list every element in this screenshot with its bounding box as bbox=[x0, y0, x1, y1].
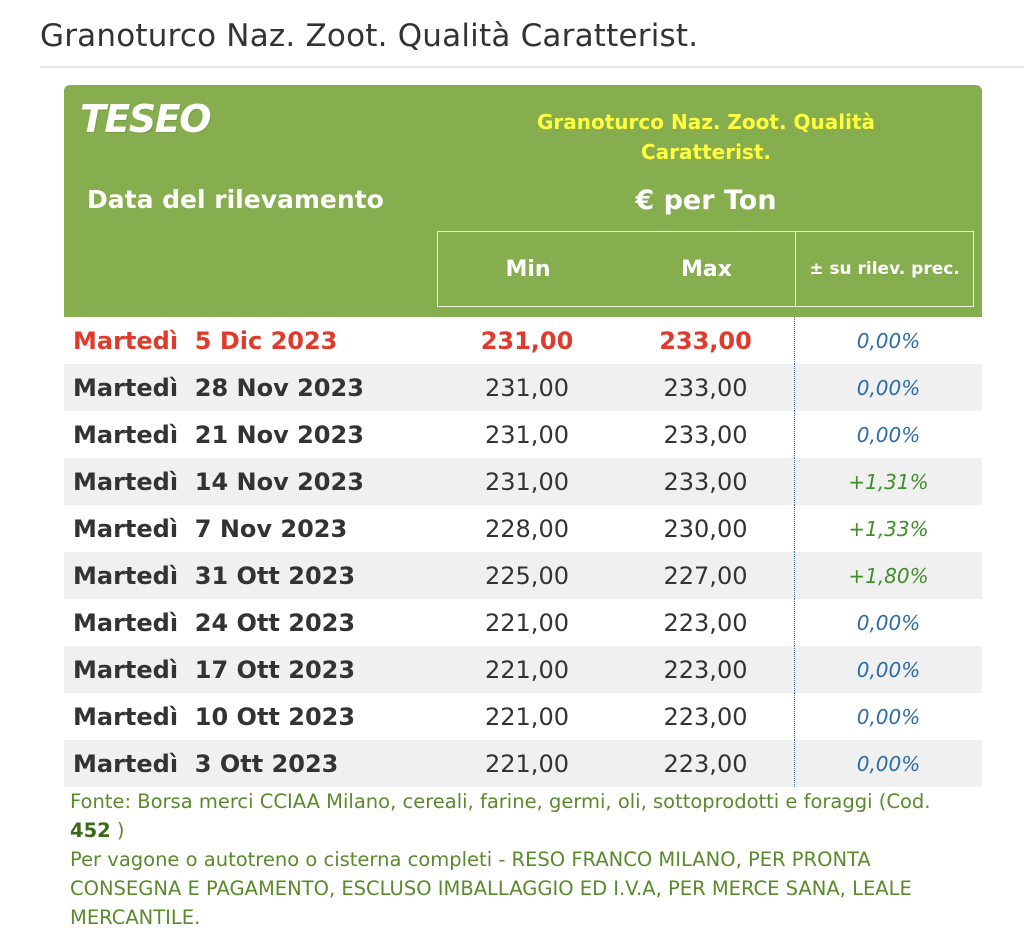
product-title: Granoturco Naz. Zoot. Qualità Caratteris… bbox=[536, 110, 876, 164]
table-row: Martedì 14 Nov 2023 231,00 233,00 +1,31% bbox=[64, 458, 982, 505]
min-price-cell: 231,00 bbox=[485, 467, 569, 496]
variation-cell: +1,33% bbox=[794, 505, 982, 552]
date-column-header: Data del rilevamento bbox=[87, 185, 384, 214]
variation-cell: 0,00% bbox=[794, 317, 982, 364]
max-price-cell: 223,00 bbox=[663, 702, 748, 731]
page-title: Granoturco Naz. Zoot. Qualità Caratteris… bbox=[40, 18, 699, 54]
date-cell: Martedì 17 Ott 2023 bbox=[73, 655, 356, 684]
max-price-cell: 227,00 bbox=[663, 561, 748, 590]
table-body: Martedì 5 Dic 2023 231,00 233,00 0,00% Marte… bbox=[64, 317, 982, 787]
max-price-cell: 233,00 bbox=[663, 467, 748, 496]
table-row: Martedì 3 Ott 2023 221,00 223,00 0,00% bbox=[64, 740, 982, 787]
min-price-cell: 225,00 bbox=[485, 561, 569, 590]
table-row: Martedì 10 Ott 2023 221,00 223,00 0,00% bbox=[64, 693, 982, 740]
variation-column-header: ± su rilev. prec. bbox=[809, 258, 960, 279]
max-price-cell: 233,00 bbox=[663, 373, 748, 402]
date-cell: Martedì 7 Nov 2023 bbox=[73, 514, 348, 543]
min-price-cell: 228,00 bbox=[485, 514, 569, 543]
table-row: Martedì 24 Ott 2023 221,00 223,00 0,00% bbox=[64, 599, 982, 646]
table-row: Martedì 28 Nov 2023 231,00 233,00 0,00% bbox=[64, 364, 982, 411]
variation-cell: 0,00% bbox=[794, 364, 982, 411]
date-cell: Martedì 5 Dic 2023 bbox=[73, 326, 338, 355]
source-prefix: Fonte: Borsa merci CCIAA Milano, cereali… bbox=[70, 790, 931, 813]
variation-cell: +1,80% bbox=[794, 552, 982, 599]
title-divider bbox=[40, 66, 1024, 68]
variation-cell: 0,00% bbox=[794, 411, 982, 458]
date-cell: Martedì 10 Ott 2023 bbox=[73, 702, 356, 731]
min-price-cell: 231,00 bbox=[485, 420, 569, 449]
table-footer: Fonte: Borsa merci CCIAA Milano, cereali… bbox=[70, 787, 970, 932]
variation-cell: 0,00% bbox=[794, 599, 982, 646]
variation-cell: 0,00% bbox=[794, 693, 982, 740]
max-price-cell: 233,00 bbox=[663, 420, 748, 449]
price-subheaders: Min Max ± su rilev. prec. bbox=[437, 231, 974, 307]
table-row: Martedì 17 Ott 2023 221,00 223,00 0,00% bbox=[64, 646, 982, 693]
price-table: TESEO Data del rilevamento Granoturco Na… bbox=[64, 85, 982, 787]
min-price-cell: 221,00 bbox=[485, 608, 569, 637]
variation-cell: 0,00% bbox=[794, 646, 982, 693]
unit-label: € per Ton bbox=[635, 185, 777, 216]
max-price-cell: 223,00 bbox=[663, 655, 748, 684]
conditions-note: Per vagone o autotreno o cisterna comple… bbox=[70, 848, 912, 929]
date-cell: Martedì 24 Ott 2023 bbox=[73, 608, 356, 637]
table-row: Martedì 31 Ott 2023 225,00 227,00 +1,80% bbox=[64, 552, 982, 599]
max-price-cell: 223,00 bbox=[663, 608, 748, 637]
min-price-cell: 231,00 bbox=[480, 326, 574, 355]
source-code: 452 bbox=[70, 819, 111, 842]
date-cell: Martedì 28 Nov 2023 bbox=[73, 373, 364, 402]
min-price-cell: 221,00 bbox=[485, 655, 569, 684]
max-price-cell: 230,00 bbox=[663, 514, 748, 543]
table-row: Martedì 5 Dic 2023 231,00 233,00 0,00% bbox=[64, 317, 982, 364]
date-cell: Martedì 31 Ott 2023 bbox=[73, 561, 356, 590]
date-cell: Martedì 14 Nov 2023 bbox=[73, 467, 364, 496]
variation-cell: 0,00% bbox=[794, 740, 982, 787]
max-price-cell: 233,00 bbox=[659, 326, 752, 355]
table-row: Martedì 7 Nov 2023 228,00 230,00 +1,33% bbox=[64, 505, 982, 552]
min-price-cell: 221,00 bbox=[485, 749, 569, 778]
min-price-cell: 221,00 bbox=[485, 702, 569, 731]
date-cell: Martedì 3 Ott 2023 bbox=[73, 749, 339, 778]
source-note: Fonte: Borsa merci CCIAA Milano, cereali… bbox=[70, 787, 970, 845]
date-cell: Martedì 21 Nov 2023 bbox=[73, 420, 364, 449]
table-header: TESEO Data del rilevamento Granoturco Na… bbox=[64, 85, 982, 317]
min-price-cell: 231,00 bbox=[485, 373, 569, 402]
teseo-logo[interactable]: TESEO bbox=[80, 97, 212, 141]
min-column-header: Min bbox=[505, 256, 551, 282]
max-column-header: Max bbox=[618, 232, 796, 306]
variation-cell: +1,31% bbox=[794, 458, 982, 505]
table-row: Martedì 21 Nov 2023 231,00 233,00 0,00% bbox=[64, 411, 982, 458]
source-suffix: ) bbox=[110, 819, 125, 842]
max-price-cell: 223,00 bbox=[663, 749, 748, 778]
